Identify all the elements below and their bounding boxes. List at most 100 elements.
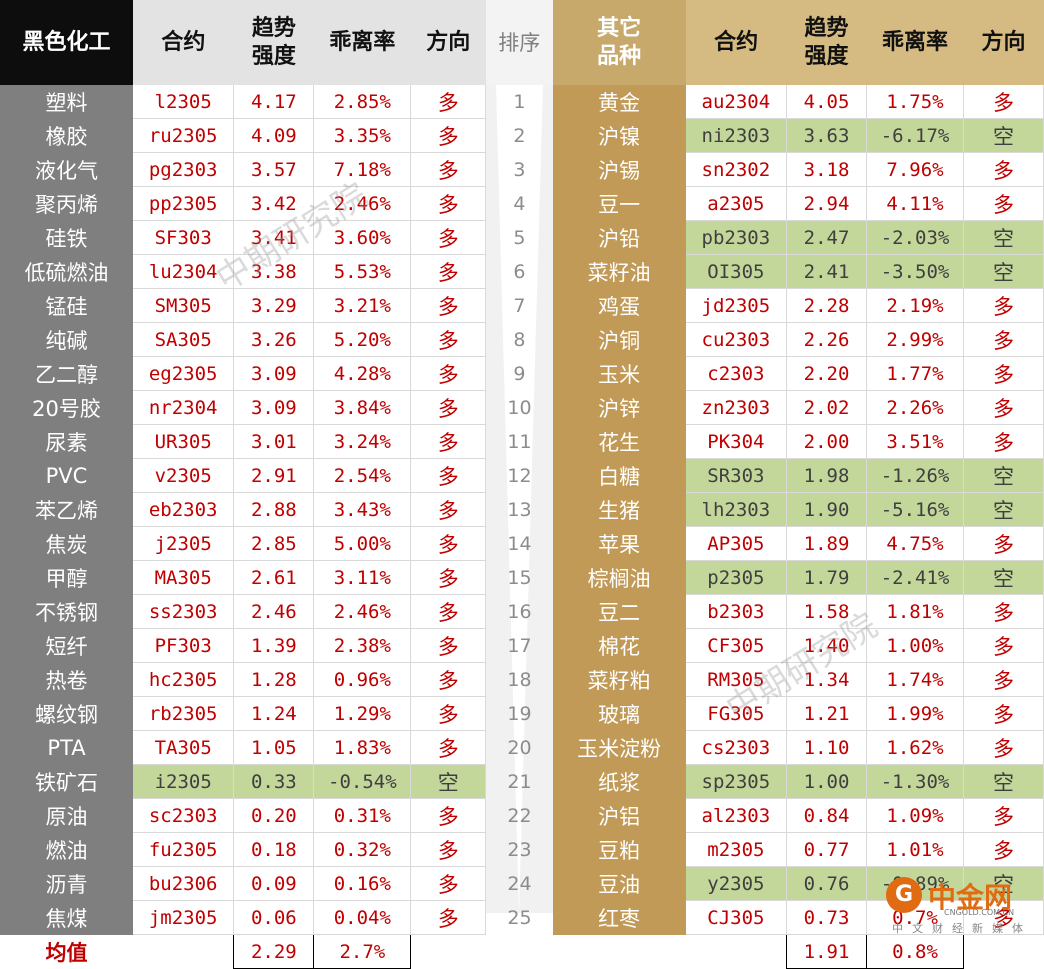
right-commodity-name: 花生	[552, 424, 686, 459]
left-deviation-rate: 0.16%	[313, 866, 412, 901]
left-deviation-rate: 2.38%	[313, 628, 412, 663]
left-contract-code: PF303	[132, 628, 235, 663]
right-commodity-name: 鸡蛋	[552, 288, 686, 323]
left-trend-strength: 1.24	[233, 696, 315, 731]
right-direction: 空	[963, 866, 1044, 901]
rank-number: 18	[507, 668, 532, 691]
table-row: 硅铁 SF303 3.41 3.60% 多 5 沪铅 pb2303 2.47 -2.03% 空	[0, 220, 1044, 255]
left-commodity-name: 液化气	[0, 152, 133, 187]
rank-number: 2	[513, 124, 526, 147]
left-trend-strength: 3.09	[233, 356, 315, 391]
left-contract-code: jm2305	[132, 900, 235, 935]
left-deviation-rate: 7.18%	[313, 152, 412, 187]
left-direction: 多	[410, 220, 487, 255]
right-commodity-name: 棕榈油	[552, 560, 686, 595]
right-commodity-name: 红枣	[552, 900, 686, 935]
left-direction: 多	[410, 560, 487, 595]
left-deviation-rate: 4.28%	[313, 356, 412, 391]
table-row: 尿素 UR305 3.01 3.24% 多 11 花生 PK304 2.00 3.51% 多	[0, 424, 1044, 459]
average-blank	[686, 935, 787, 969]
left-contract-code: lu2304	[132, 254, 235, 289]
right-deviation-rate: -5.16%	[866, 492, 964, 527]
left-contract-code: i2305	[132, 764, 235, 799]
right-direction: 多	[963, 526, 1044, 561]
right-contract-code: zn2303	[685, 390, 788, 425]
table-row: 铁矿石 i2305 0.33 -0.54% 空 21 纸浆 sp2305 1.00 -1.30% 空	[0, 764, 1044, 799]
right-trend-strength: 0.76	[786, 866, 868, 901]
right-deviation-rate: 1.77%	[866, 356, 964, 391]
left-direction: 多	[410, 662, 487, 697]
left-deviation-rate: 5.00%	[313, 526, 412, 561]
rank-number: 20	[507, 736, 532, 759]
right-contract-code: m2305	[685, 832, 788, 867]
left-direction: 多	[410, 458, 487, 493]
left-commodity-name: 低硫燃油	[0, 254, 133, 289]
left-deviation-rate: 2.85%	[313, 85, 412, 119]
rank-number: 24	[507, 872, 532, 895]
right-deviation-rate: -1.30%	[866, 764, 964, 799]
left-trend-strength: 1.28	[233, 662, 315, 697]
rank-number: 3	[513, 158, 526, 181]
table-row: 低硫燃油 lu2304 3.38 5.53% 多 6 菜籽油 OI305 2.41 -3.50% 空	[0, 254, 1044, 289]
left-direction: 多	[410, 356, 487, 391]
right-contract-code: SR303	[685, 458, 788, 493]
left-trend-strength: 2.61	[233, 560, 315, 595]
table-body: 塑料 l2305 4.17 2.85% 多 1 黄金 au2304 4.05 1.75% 多橡胶 ru…	[0, 85, 1044, 935]
right-category-header: 其它 品种	[552, 0, 686, 85]
left-commodity-name: PTA	[0, 730, 133, 765]
left-direction: 空	[410, 764, 487, 799]
right-direction: 多	[963, 85, 1044, 119]
right-direction: 空	[963, 458, 1044, 493]
left-direction: 多	[410, 424, 487, 459]
left-direction: 多	[410, 390, 487, 425]
right-commodity-name: 纸浆	[552, 764, 686, 799]
right-trend-strength: 0.73	[786, 900, 868, 935]
left-trend-strength: 3.26	[233, 322, 315, 357]
right-deviation-rate: -1.26%	[866, 458, 964, 493]
right-direction-header: 方向	[963, 0, 1044, 85]
logo-brand: 中金网	[928, 881, 1013, 914]
left-deviation-rate: 3.35%	[313, 118, 412, 153]
left-deviation-rate: 5.20%	[313, 322, 412, 357]
table-row: 塑料 l2305 4.17 2.85% 多 1 黄金 au2304 4.05 1.75% 多	[0, 85, 1044, 119]
average-blank	[553, 935, 686, 969]
right-trend-strength: 0.77	[786, 832, 868, 867]
left-deviation-average: 2.7%	[313, 934, 412, 969]
left-trend-strength: 1.39	[233, 628, 315, 663]
logo-url: CNGOLD.COM.CN	[944, 908, 1015, 917]
left-commodity-name: 甲醇	[0, 560, 133, 595]
table-row: 不锈钢 ss2303 2.46 2.46% 多 16 豆二 b2303 1.58 1.81% 多	[0, 594, 1044, 629]
right-contract-code: cs2303	[685, 730, 788, 765]
right-commodity-name: 沪铅	[552, 220, 686, 255]
left-contract-code: SM305	[132, 288, 235, 323]
right-trend-strength: 1.34	[786, 662, 868, 697]
left-direction: 多	[410, 492, 487, 527]
left-deviation-rate: 2.46%	[313, 594, 412, 629]
left-trend-strength: 1.05	[233, 730, 315, 765]
right-trend-strength: 2.00	[786, 424, 868, 459]
right-deviation-rate: -6.17%	[866, 118, 964, 153]
left-deviation-rate: 5.53%	[313, 254, 412, 289]
table-row: 锰硅 SM305 3.29 3.21% 多 7 鸡蛋 jd2305 2.28 2.19% 多	[0, 288, 1044, 323]
left-contract-code: j2305	[132, 526, 235, 561]
right-direction: 空	[963, 118, 1044, 153]
right-deviation-rate: 3.51%	[866, 424, 964, 459]
rank-number: 1	[513, 90, 526, 113]
right-contract-code: CJ305	[685, 900, 788, 935]
right-trend-strength: 3.63	[786, 118, 868, 153]
right-deviation-rate: 2.19%	[866, 288, 964, 323]
right-deviation-rate: 2.99%	[866, 322, 964, 357]
left-deviation-rate: 1.29%	[313, 696, 412, 731]
table-row: 螺纹钢 rb2305 1.24 1.29% 多 19 玻璃 FG305 1.21 1.99% 多	[0, 696, 1044, 731]
right-trend-strength: 3.18	[786, 152, 868, 187]
right-contract-header: 合约	[685, 0, 787, 85]
left-contract-code: v2305	[132, 458, 235, 493]
right-contract-code: sp2305	[685, 764, 788, 799]
right-direction: 多	[963, 662, 1044, 697]
right-direction: 空	[963, 560, 1044, 595]
right-trend-strength: 1.98	[786, 458, 868, 493]
left-commodity-name: 锰硅	[0, 288, 133, 323]
right-contract-code: pb2303	[685, 220, 788, 255]
left-commodity-name: 硅铁	[0, 220, 133, 255]
